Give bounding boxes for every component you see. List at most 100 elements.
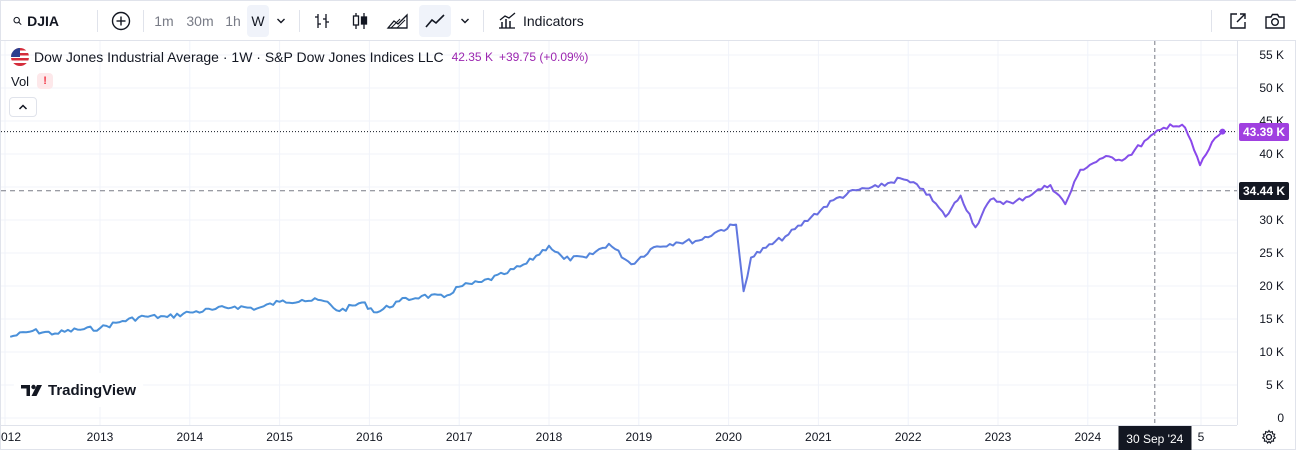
x-tick-label: 2024 bbox=[1074, 430, 1102, 444]
data-point bbox=[54, 333, 56, 335]
data-point bbox=[720, 229, 722, 231]
data-point bbox=[1214, 137, 1216, 139]
data-point bbox=[189, 312, 191, 314]
chevron-down-icon bbox=[461, 18, 469, 24]
candlestick-icon bbox=[352, 13, 368, 29]
data-point bbox=[279, 301, 281, 303]
price-series bbox=[9, 123, 1226, 338]
search-icon bbox=[13, 16, 22, 26]
x-tick-label: 2022 bbox=[894, 430, 922, 444]
data-point bbox=[503, 273, 505, 275]
x-tick-label: 2018 bbox=[535, 430, 563, 444]
data-point bbox=[421, 295, 423, 297]
data-point bbox=[9, 336, 11, 338]
collapse-legend-button[interactable] bbox=[9, 97, 37, 117]
data-point bbox=[563, 258, 565, 260]
data-point bbox=[1147, 138, 1149, 140]
data-point bbox=[144, 316, 146, 318]
chevron-up-icon bbox=[18, 104, 28, 110]
line-chart-icon bbox=[425, 14, 445, 28]
x-tick-label: 2015 bbox=[266, 430, 293, 444]
tradingview-logo-icon bbox=[21, 384, 42, 396]
timeframe-30m[interactable]: 30m bbox=[186, 13, 214, 29]
axis-settings-button[interactable] bbox=[1259, 427, 1279, 447]
x-tick-label: 2013 bbox=[86, 430, 114, 444]
x-tick-label: 2017 bbox=[445, 430, 473, 444]
data-point bbox=[765, 247, 767, 249]
data-point bbox=[743, 290, 745, 292]
last-price-badge: 43.39 K bbox=[1239, 122, 1290, 141]
chevron-down-icon bbox=[277, 18, 285, 24]
tradingview-logo[interactable]: TradingView bbox=[13, 373, 145, 407]
y-tick-label: 55 K bbox=[1259, 48, 1284, 62]
vol-warning-badge[interactable]: ! bbox=[37, 73, 54, 89]
data-point bbox=[586, 257, 588, 259]
grid bbox=[1, 41, 1237, 425]
data-point bbox=[1065, 203, 1067, 205]
data-point bbox=[234, 306, 236, 308]
data-point bbox=[443, 296, 445, 298]
fullscreen-button[interactable] bbox=[1223, 5, 1253, 37]
y-tick-label: 20 K bbox=[1259, 279, 1284, 293]
data-point bbox=[990, 199, 992, 201]
legend-change: +39.75 (+0.09%) bbox=[498, 50, 589, 64]
logo-text: TradingView bbox=[48, 381, 137, 399]
data-point bbox=[324, 300, 326, 302]
timeframe-dropdown[interactable] bbox=[271, 5, 291, 37]
volume-legend: Vol ! bbox=[11, 73, 54, 89]
timeframe-1h[interactable]: 1h bbox=[225, 13, 241, 29]
data-point bbox=[653, 246, 655, 248]
area-chart-icon bbox=[386, 13, 408, 29]
x-tick-label: 2023 bbox=[984, 430, 1012, 444]
vol-label[interactable]: Vol bbox=[11, 73, 30, 89]
plus-circle-icon bbox=[111, 11, 131, 31]
legend-title[interactable]: Dow Jones Industrial Average · 1W · S&P … bbox=[34, 49, 444, 65]
data-point bbox=[548, 245, 550, 247]
timeframe-1m[interactable]: 1m bbox=[154, 13, 174, 29]
data-point bbox=[481, 281, 483, 283]
data-point bbox=[1080, 169, 1082, 171]
time-axis[interactable]: 012 2013 2014 2015 2016 2017 2018 2019 2020 2021 2… bbox=[1, 425, 1237, 450]
chart-type-dropdown[interactable] bbox=[455, 5, 475, 37]
data-point bbox=[256, 308, 258, 310]
compare-symbol-button[interactable] bbox=[105, 5, 137, 37]
data-point bbox=[526, 263, 528, 265]
x-tick-label: 2016 bbox=[356, 430, 383, 444]
x-tick-label: 2021 bbox=[805, 430, 832, 444]
bars-chart-type-button[interactable] bbox=[307, 5, 337, 37]
data-point bbox=[339, 310, 341, 312]
data-point bbox=[877, 186, 879, 188]
indicators-label: Indicators bbox=[523, 13, 584, 29]
data-point bbox=[77, 329, 79, 331]
bar-chart-type-icon bbox=[315, 14, 329, 28]
snapshot-button[interactable] bbox=[1259, 5, 1291, 37]
price-chart[interactable] bbox=[1, 41, 1237, 425]
symbol-label: DJIA bbox=[27, 13, 59, 29]
data-point bbox=[1012, 203, 1014, 205]
data-point bbox=[900, 178, 902, 180]
data-point bbox=[1102, 157, 1104, 159]
symbol-search-button[interactable]: DJIA bbox=[7, 5, 59, 37]
x-tick-label: 2019 bbox=[625, 430, 653, 444]
data-point bbox=[975, 226, 977, 228]
data-point bbox=[922, 188, 924, 190]
x-tick-label: 2020 bbox=[715, 430, 742, 444]
candles-chart-type-button[interactable] bbox=[345, 5, 375, 37]
line-chart-type-button[interactable] bbox=[419, 5, 451, 37]
x-tick-label: 012 bbox=[1, 430, 22, 444]
data-point bbox=[945, 216, 947, 218]
timeframe-w[interactable]: W bbox=[247, 5, 269, 37]
area-chart-type-button[interactable] bbox=[381, 5, 415, 37]
x-tick-label: 5 bbox=[1197, 430, 1205, 444]
price-axis[interactable]: 05 K10 K15 K20 K25 K30 K35 K40 K45 K50 K… bbox=[1237, 41, 1296, 425]
data-point bbox=[631, 263, 633, 265]
chart-legend: Dow Jones Industrial Average · 1W · S&P … bbox=[11, 48, 588, 66]
crosshair-time-badge: 30 Sep '24 bbox=[1118, 426, 1192, 450]
data-point bbox=[376, 312, 378, 314]
data-point bbox=[399, 300, 401, 302]
indicators-icon bbox=[499, 12, 516, 29]
indicators-button[interactable]: Indicators bbox=[491, 5, 591, 37]
camera-icon bbox=[1265, 13, 1285, 29]
last-point-marker bbox=[1219, 128, 1226, 135]
